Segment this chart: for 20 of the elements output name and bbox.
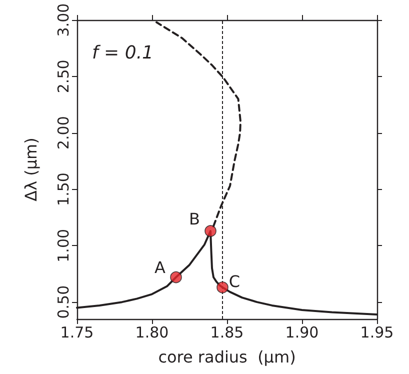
y-axis-title: Δλ (μm)	[22, 138, 40, 202]
y-tick-label: 2.00	[54, 116, 72, 150]
y-tick-label: 0.50	[54, 285, 72, 319]
x-axis-title: core radius (μm)	[158, 348, 296, 366]
x-tick-label: 1.85	[210, 324, 244, 342]
annotation: f = 0.1	[92, 42, 154, 64]
x-tick-label: 1.90	[285, 324, 319, 342]
y-tick-label: 2.50	[54, 60, 72, 94]
point	[216, 282, 228, 294]
annotation: B	[189, 209, 200, 228]
y-tick-label: 1.00	[54, 228, 72, 262]
x-tick-label: 1.80	[135, 324, 169, 342]
annotation: C	[228, 272, 240, 291]
point	[204, 225, 216, 237]
point	[170, 271, 182, 284]
x-tick-label: 1.95	[360, 324, 394, 342]
annotation: A	[154, 258, 166, 277]
y-tick-label: 3.00	[54, 3, 72, 37]
x-tick-label: 1.75	[60, 324, 94, 342]
y-tick-label: 1.50	[54, 172, 72, 206]
